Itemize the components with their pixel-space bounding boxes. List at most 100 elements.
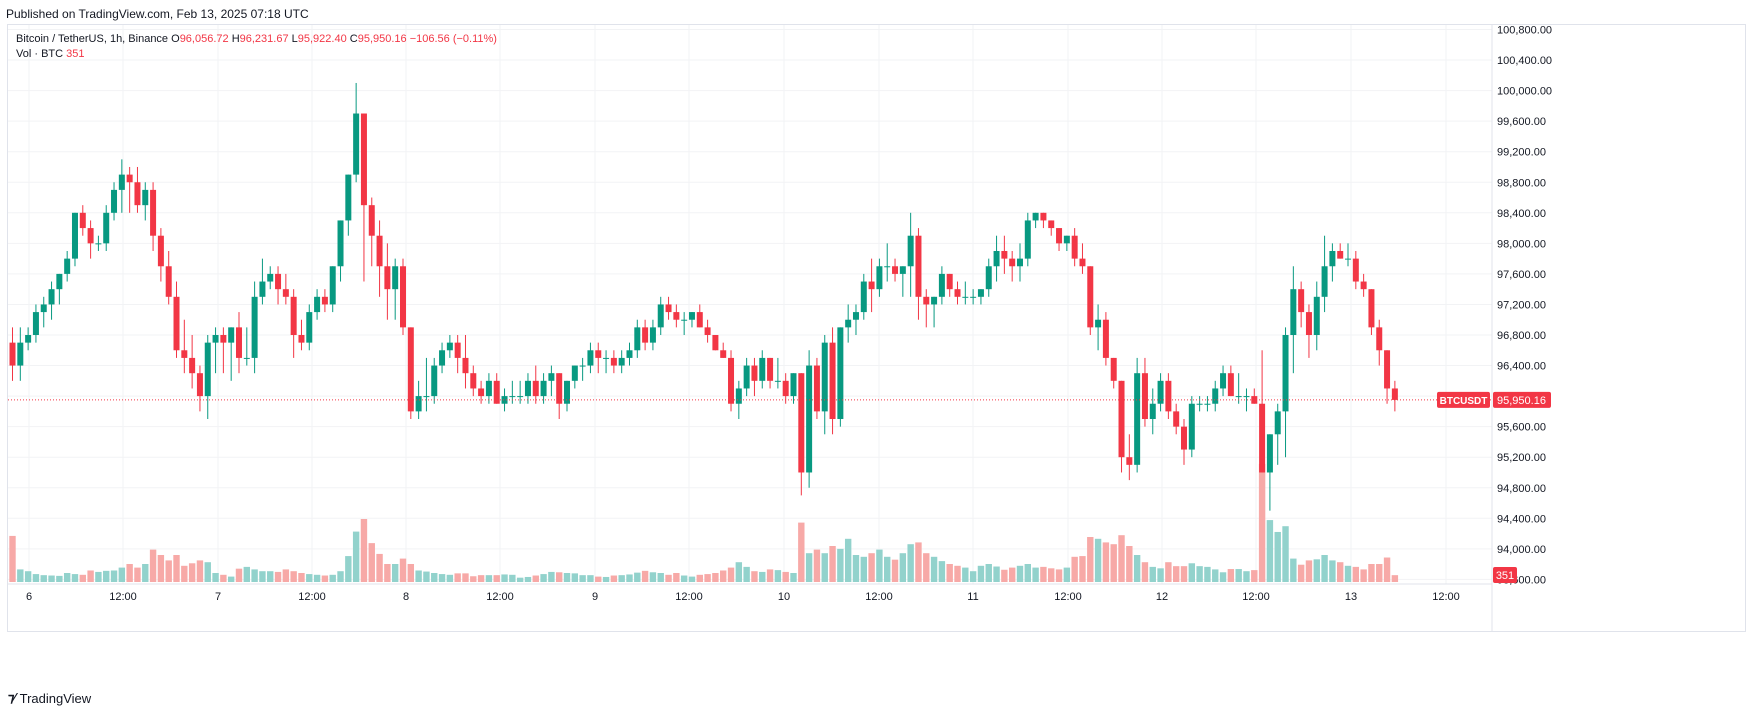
volume-bar — [891, 559, 899, 582]
candle-body — [423, 396, 430, 398]
legend-volume-label[interactable]: Vol · BTC — [16, 48, 64, 60]
volume-bar — [673, 573, 680, 582]
candle-body — [985, 266, 992, 290]
candle-body — [407, 327, 414, 412]
candle-body — [509, 396, 516, 398]
legend-low: 95,922.40 — [297, 33, 347, 45]
candle-body — [892, 266, 899, 274]
volume-bar — [376, 553, 383, 582]
volume-bar — [930, 556, 938, 582]
volume-tag-bg — [1493, 567, 1517, 583]
volume-bar — [298, 573, 305, 582]
volume-bar — [110, 570, 118, 582]
candle-body — [1024, 220, 1031, 259]
volume-bar — [1196, 566, 1203, 582]
legend-c-label: C — [349, 33, 358, 45]
candle-body — [1048, 220, 1055, 229]
volume-bar — [501, 574, 508, 582]
candle-body — [87, 228, 94, 244]
candle-body — [267, 273, 274, 282]
time-axis: 6 12:00 7 12:00 8 12:00 9 12:00 10 12:00 11 12:00 12… — [26, 591, 1460, 603]
candle-body — [235, 327, 242, 358]
candle-body — [962, 296, 969, 298]
candle-body — [626, 350, 633, 358]
candle-body — [1040, 212, 1047, 221]
candle-body — [954, 289, 961, 297]
candle-body — [603, 357, 610, 359]
volume-bar — [665, 574, 672, 582]
volume-bar — [63, 573, 71, 582]
volume-bar — [1032, 567, 1039, 582]
volume-bar — [618, 575, 625, 582]
volume-bar — [844, 538, 852, 582]
volume-bar — [142, 564, 149, 582]
candle-body — [852, 312, 859, 320]
candle-body — [275, 273, 282, 290]
symbol-tag: BTCUSDT — [1440, 396, 1488, 407]
candle-body — [134, 182, 141, 206]
candle-body — [251, 296, 258, 358]
footer-brand[interactable]: ⁊⁄ TradingView — [8, 690, 91, 706]
volume-bar — [1391, 575, 1399, 582]
candle-body — [1360, 281, 1367, 290]
legend-symbol[interactable]: Bitcoin / TetherUS, 1h, Binance — [16, 33, 169, 45]
candle-body — [712, 335, 719, 351]
volume-bar — [1094, 538, 1102, 582]
candle-body — [439, 350, 446, 366]
volume-bar — [134, 567, 141, 582]
volume-bar — [95, 571, 102, 582]
volume-bar — [399, 558, 407, 582]
candle-body — [728, 357, 735, 404]
legend-o-label: O — [171, 33, 180, 45]
volume-bar — [1157, 568, 1164, 582]
candle-body — [774, 380, 781, 382]
time-tick-label: 11 — [967, 591, 978, 603]
candle-body — [360, 113, 367, 206]
volume-bar — [267, 571, 274, 582]
candle-body — [64, 258, 71, 274]
candle-body — [657, 304, 664, 328]
candle-body — [1235, 396, 1242, 398]
volume-bar — [712, 573, 719, 582]
candle-body — [493, 380, 500, 404]
volume-bar — [1219, 572, 1227, 582]
volume-bar — [368, 543, 375, 582]
candle-body — [1071, 235, 1078, 259]
volume-bar — [1274, 531, 1281, 582]
candle-body — [446, 342, 453, 351]
time-tick-label: 13 — [1345, 591, 1357, 603]
candle-body — [993, 250, 1000, 267]
candle-body — [111, 189, 118, 213]
volume-bar — [337, 571, 344, 582]
candle-body — [1298, 289, 1305, 313]
time-tick-label: 8 — [403, 591, 409, 603]
candle-body — [688, 312, 695, 320]
symbol-tag-bg — [1437, 391, 1490, 408]
candle-body — [204, 342, 211, 397]
volume-bar — [313, 574, 321, 582]
candle-body — [298, 335, 305, 343]
chart-frame[interactable] — [7, 24, 1746, 632]
volume-bar — [87, 570, 94, 582]
volume-bar — [813, 549, 821, 582]
volume-bar — [868, 553, 875, 582]
volume-bar — [1352, 566, 1360, 582]
volume-bar — [149, 549, 157, 582]
candle-body — [1376, 327, 1383, 351]
candle-body — [532, 380, 539, 397]
candle-body — [314, 296, 321, 313]
volume-bar — [1321, 555, 1328, 582]
candle-body — [1290, 289, 1297, 335]
volume-bar — [774, 570, 782, 582]
time-tick-label: 6 — [26, 591, 32, 603]
volume-bar — [805, 553, 813, 582]
volume-bar — [688, 576, 696, 582]
volume-bar — [48, 575, 55, 582]
volume-bar — [391, 564, 399, 582]
volume-bar — [157, 555, 165, 582]
volume-bar — [1172, 566, 1180, 582]
volume-bar — [24, 571, 32, 582]
candle-body — [923, 296, 930, 305]
volume-bar — [766, 569, 774, 582]
